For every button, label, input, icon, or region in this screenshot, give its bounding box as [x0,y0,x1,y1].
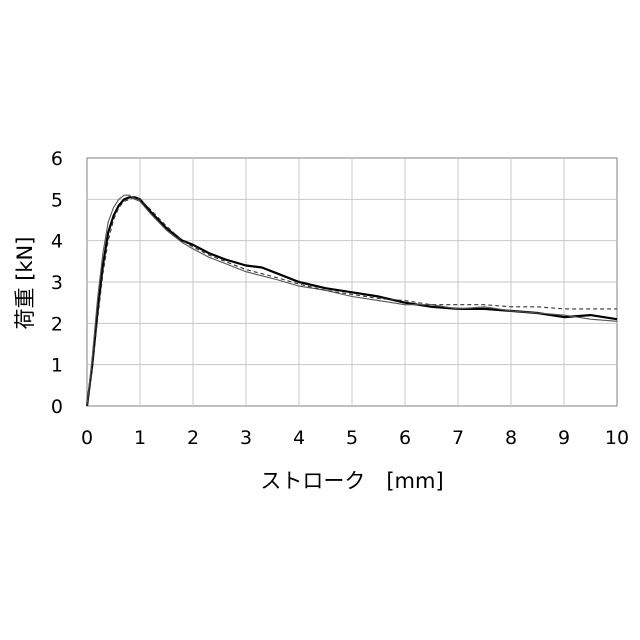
y-tick-label: 3 [51,272,63,294]
y-tick-label: 6 [51,148,63,170]
x-tick-label: 9 [558,427,570,449]
x-tick-labels: 0 1 2 3 4 5 6 7 8 9 10 [81,427,629,449]
y-tick-label: 1 [51,355,63,377]
x-tick-label: 6 [399,427,411,449]
x-tick-label: 10 [605,427,629,449]
x-tick-label: 8 [505,427,517,449]
x-tick-label: 5 [346,427,358,449]
x-tick-label: 3 [240,427,252,449]
y-tick-label: 0 [51,396,63,418]
y-tick-labels: 0 1 2 3 4 5 6 [51,148,63,418]
x-tick-label: 4 [293,427,305,449]
y-axis-title: 荷重 [kN] [13,237,37,330]
x-axis-title: ストローク [mm] [260,469,443,493]
y-tick-label: 4 [51,231,63,253]
x-tick-label: 2 [187,427,199,449]
y-tick-label: 5 [51,189,63,211]
x-tick-label: 0 [81,427,93,449]
y-tick-label: 2 [51,313,63,335]
x-tick-label: 7 [452,427,464,449]
x-tick-label: 1 [134,427,146,449]
